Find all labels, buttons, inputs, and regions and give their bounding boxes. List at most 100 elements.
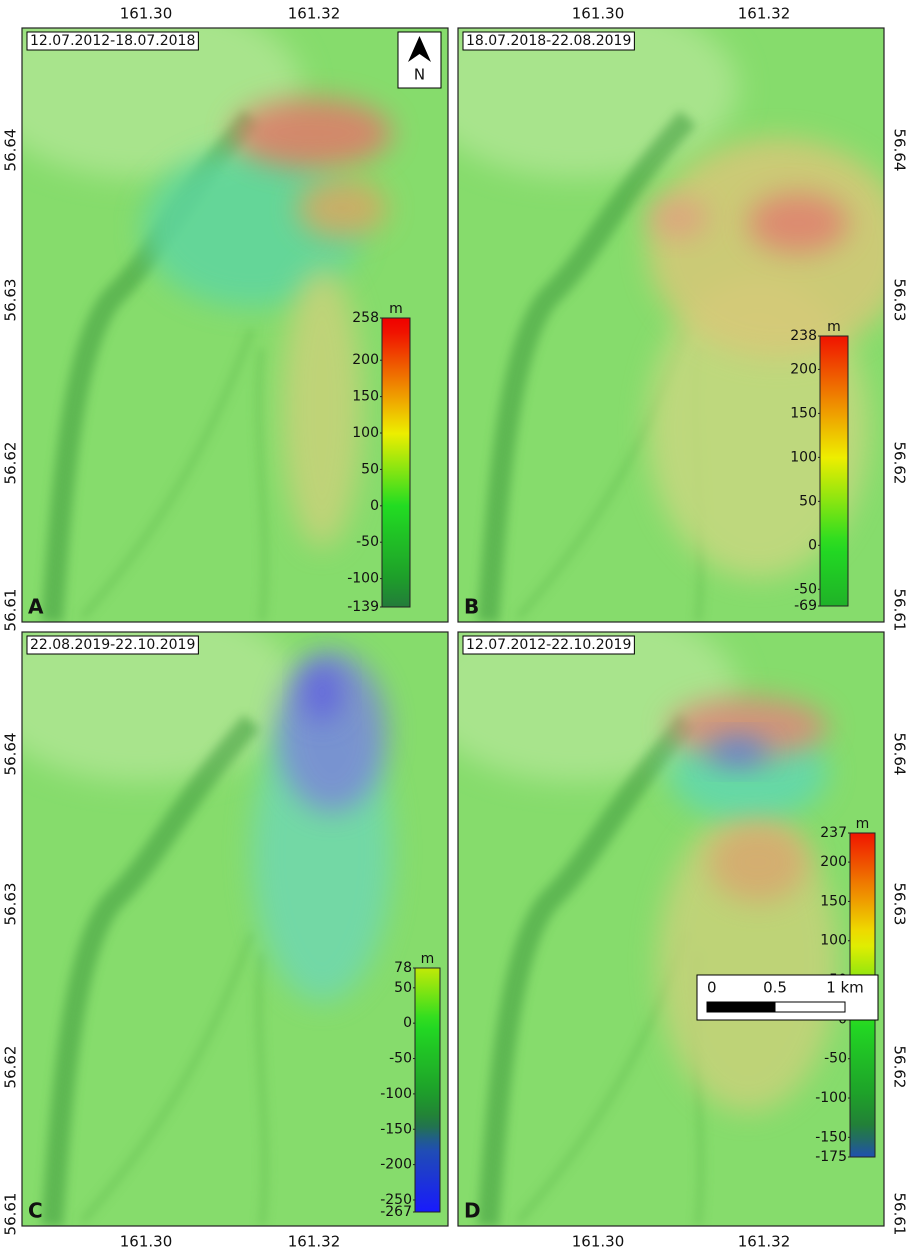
- lat-tick-label: 56.61: [2, 1193, 20, 1236]
- map-panel: 12.07.2012-22.10.2019 D: [457, 631, 885, 1227]
- panel-frame: [21, 27, 449, 623]
- north-arrow-shape: [408, 36, 431, 62]
- colorbar-tick-label: 200: [790, 361, 817, 377]
- lat-tick-label: 56.61: [2, 589, 20, 632]
- valley: [79, 326, 268, 622]
- period-box: [462, 635, 635, 655]
- map-panel: 22.08.2019-22.10.2019 C: [21, 631, 449, 1227]
- colorbar-tick-label: 258: [352, 310, 379, 326]
- ridge: [477, 714, 697, 1226]
- colorbar-tick-label: 50: [361, 461, 379, 477]
- colorbar-tick-label: -100: [347, 571, 379, 587]
- period-label: 12.07.2012-22.10.2019: [466, 637, 631, 653]
- colorbar-tick-label: -150: [380, 1121, 412, 1137]
- colorbar-tick-label: 200: [820, 854, 847, 870]
- colorbar-tick-label: 50: [799, 493, 817, 509]
- lon-tick-label: 161.32: [288, 5, 341, 23]
- period-label: 22.08.2019-22.10.2019: [30, 637, 195, 653]
- colorbar: [414, 967, 441, 1213]
- elevation-change: [708, 737, 768, 767]
- colorbar-tick-label: 78: [394, 960, 412, 976]
- terrain: [22, 632, 448, 1226]
- ridge: [477, 110, 697, 622]
- terrain-shade: [458, 28, 738, 178]
- lat-tick-label: 56.63: [891, 279, 909, 322]
- colorbar-tick-label: -100: [815, 1090, 847, 1106]
- scale-label: 1 km: [826, 979, 864, 997]
- lon-tick-label: 161.32: [738, 1233, 791, 1251]
- elevation-change: [302, 662, 342, 722]
- lat-tick-label: 56.64: [891, 129, 909, 172]
- colorbar: [819, 335, 849, 607]
- scale-bar: 0 0.5 1 km: [696, 974, 879, 1021]
- panel-frame: [21, 631, 449, 1227]
- scale-black: [706, 1001, 776, 1013]
- lon-tick-label: 161.30: [120, 1233, 173, 1251]
- lon-tick-label: 161.30: [572, 5, 625, 23]
- panel-letter: B: [464, 595, 479, 619]
- panel-letter: A: [28, 595, 44, 619]
- period-box: [26, 635, 199, 655]
- lat-tick-label: 56.61: [891, 1193, 909, 1236]
- elevation-change: [297, 178, 387, 238]
- elevation-change: [142, 148, 362, 308]
- colorbar-unit: m: [856, 816, 870, 832]
- panel-frame: [457, 631, 885, 1227]
- lat-tick-label: 56.62: [2, 1046, 20, 1089]
- lon-tick-label: 161.32: [288, 1233, 341, 1251]
- colorbar-unit: m: [389, 301, 403, 317]
- elevation-change: [648, 138, 884, 358]
- terrain: [458, 28, 884, 622]
- colorbar-tick-label: 238: [790, 328, 817, 344]
- scale-label: 0.5: [763, 979, 787, 997]
- elevation-change: [232, 98, 392, 168]
- colorbar-tick-label: 100: [820, 933, 847, 949]
- colorbar: [381, 317, 411, 608]
- lat-tick-label: 56.63: [891, 883, 909, 926]
- elevation-change: [708, 822, 808, 902]
- lat-tick-label: 56.61: [891, 589, 909, 632]
- colorbar-tick-label: -175: [815, 1149, 847, 1165]
- lat-tick-label: 56.62: [2, 442, 20, 485]
- colorbar-tick-label: 237: [820, 825, 847, 841]
- lon-tick-label: 161.32: [738, 5, 791, 23]
- colorbar-tick-label: 200: [352, 352, 379, 368]
- panel-letter: D: [464, 1199, 481, 1223]
- colorbar-tick-label: 100: [352, 425, 379, 441]
- colorbar-unit: m: [421, 951, 435, 967]
- elevation-change: [282, 268, 362, 548]
- colorbar-tick-label: -50: [389, 1051, 412, 1067]
- colorbar-unit: m: [827, 319, 841, 335]
- panel-letter: C: [28, 1199, 43, 1223]
- colorbar-tick-label: -150: [815, 1129, 847, 1145]
- map-panel: 18.07.2018-22.08.2019 B: [457, 27, 885, 623]
- lat-tick-label: 56.64: [891, 733, 909, 776]
- colorbar-tick-label: 150: [352, 389, 379, 405]
- period-box: [462, 31, 635, 51]
- colorbar-tick-label: 100: [790, 449, 817, 465]
- north-arrow: N: [397, 31, 442, 89]
- colorbar-tick-label: 50: [394, 980, 412, 996]
- colorbar-tick-label: 150: [820, 893, 847, 909]
- colorbar-tick-label: -139: [347, 599, 379, 615]
- colorbar-tick-label: -50: [356, 534, 379, 550]
- colorbar-tick-label: -50: [824, 1051, 847, 1067]
- colorbar-tick-label: -69: [794, 598, 817, 614]
- colorbar-tick-label: 150: [790, 405, 817, 421]
- elevation-change: [748, 193, 848, 253]
- terrain: [458, 632, 884, 1226]
- period-label: 12.07.2012-18.07.2018: [30, 33, 195, 49]
- colorbar-tick-label: 0: [403, 1015, 412, 1031]
- lat-tick-label: 56.63: [2, 883, 20, 926]
- colorbar-tick-label: 0: [370, 498, 379, 514]
- north-label: N: [414, 66, 425, 84]
- ridge: [41, 714, 261, 1226]
- scale-white: [774, 1001, 846, 1013]
- panel-frame: [457, 27, 885, 623]
- colorbar-tick-label: -200: [380, 1157, 412, 1173]
- colorbar-tick-label: -267: [380, 1204, 412, 1220]
- elevation-change: [648, 198, 708, 238]
- colorbar-tick-label: 0: [808, 537, 817, 553]
- map-panel: 12.07.2012-18.07.2018 A: [21, 27, 449, 623]
